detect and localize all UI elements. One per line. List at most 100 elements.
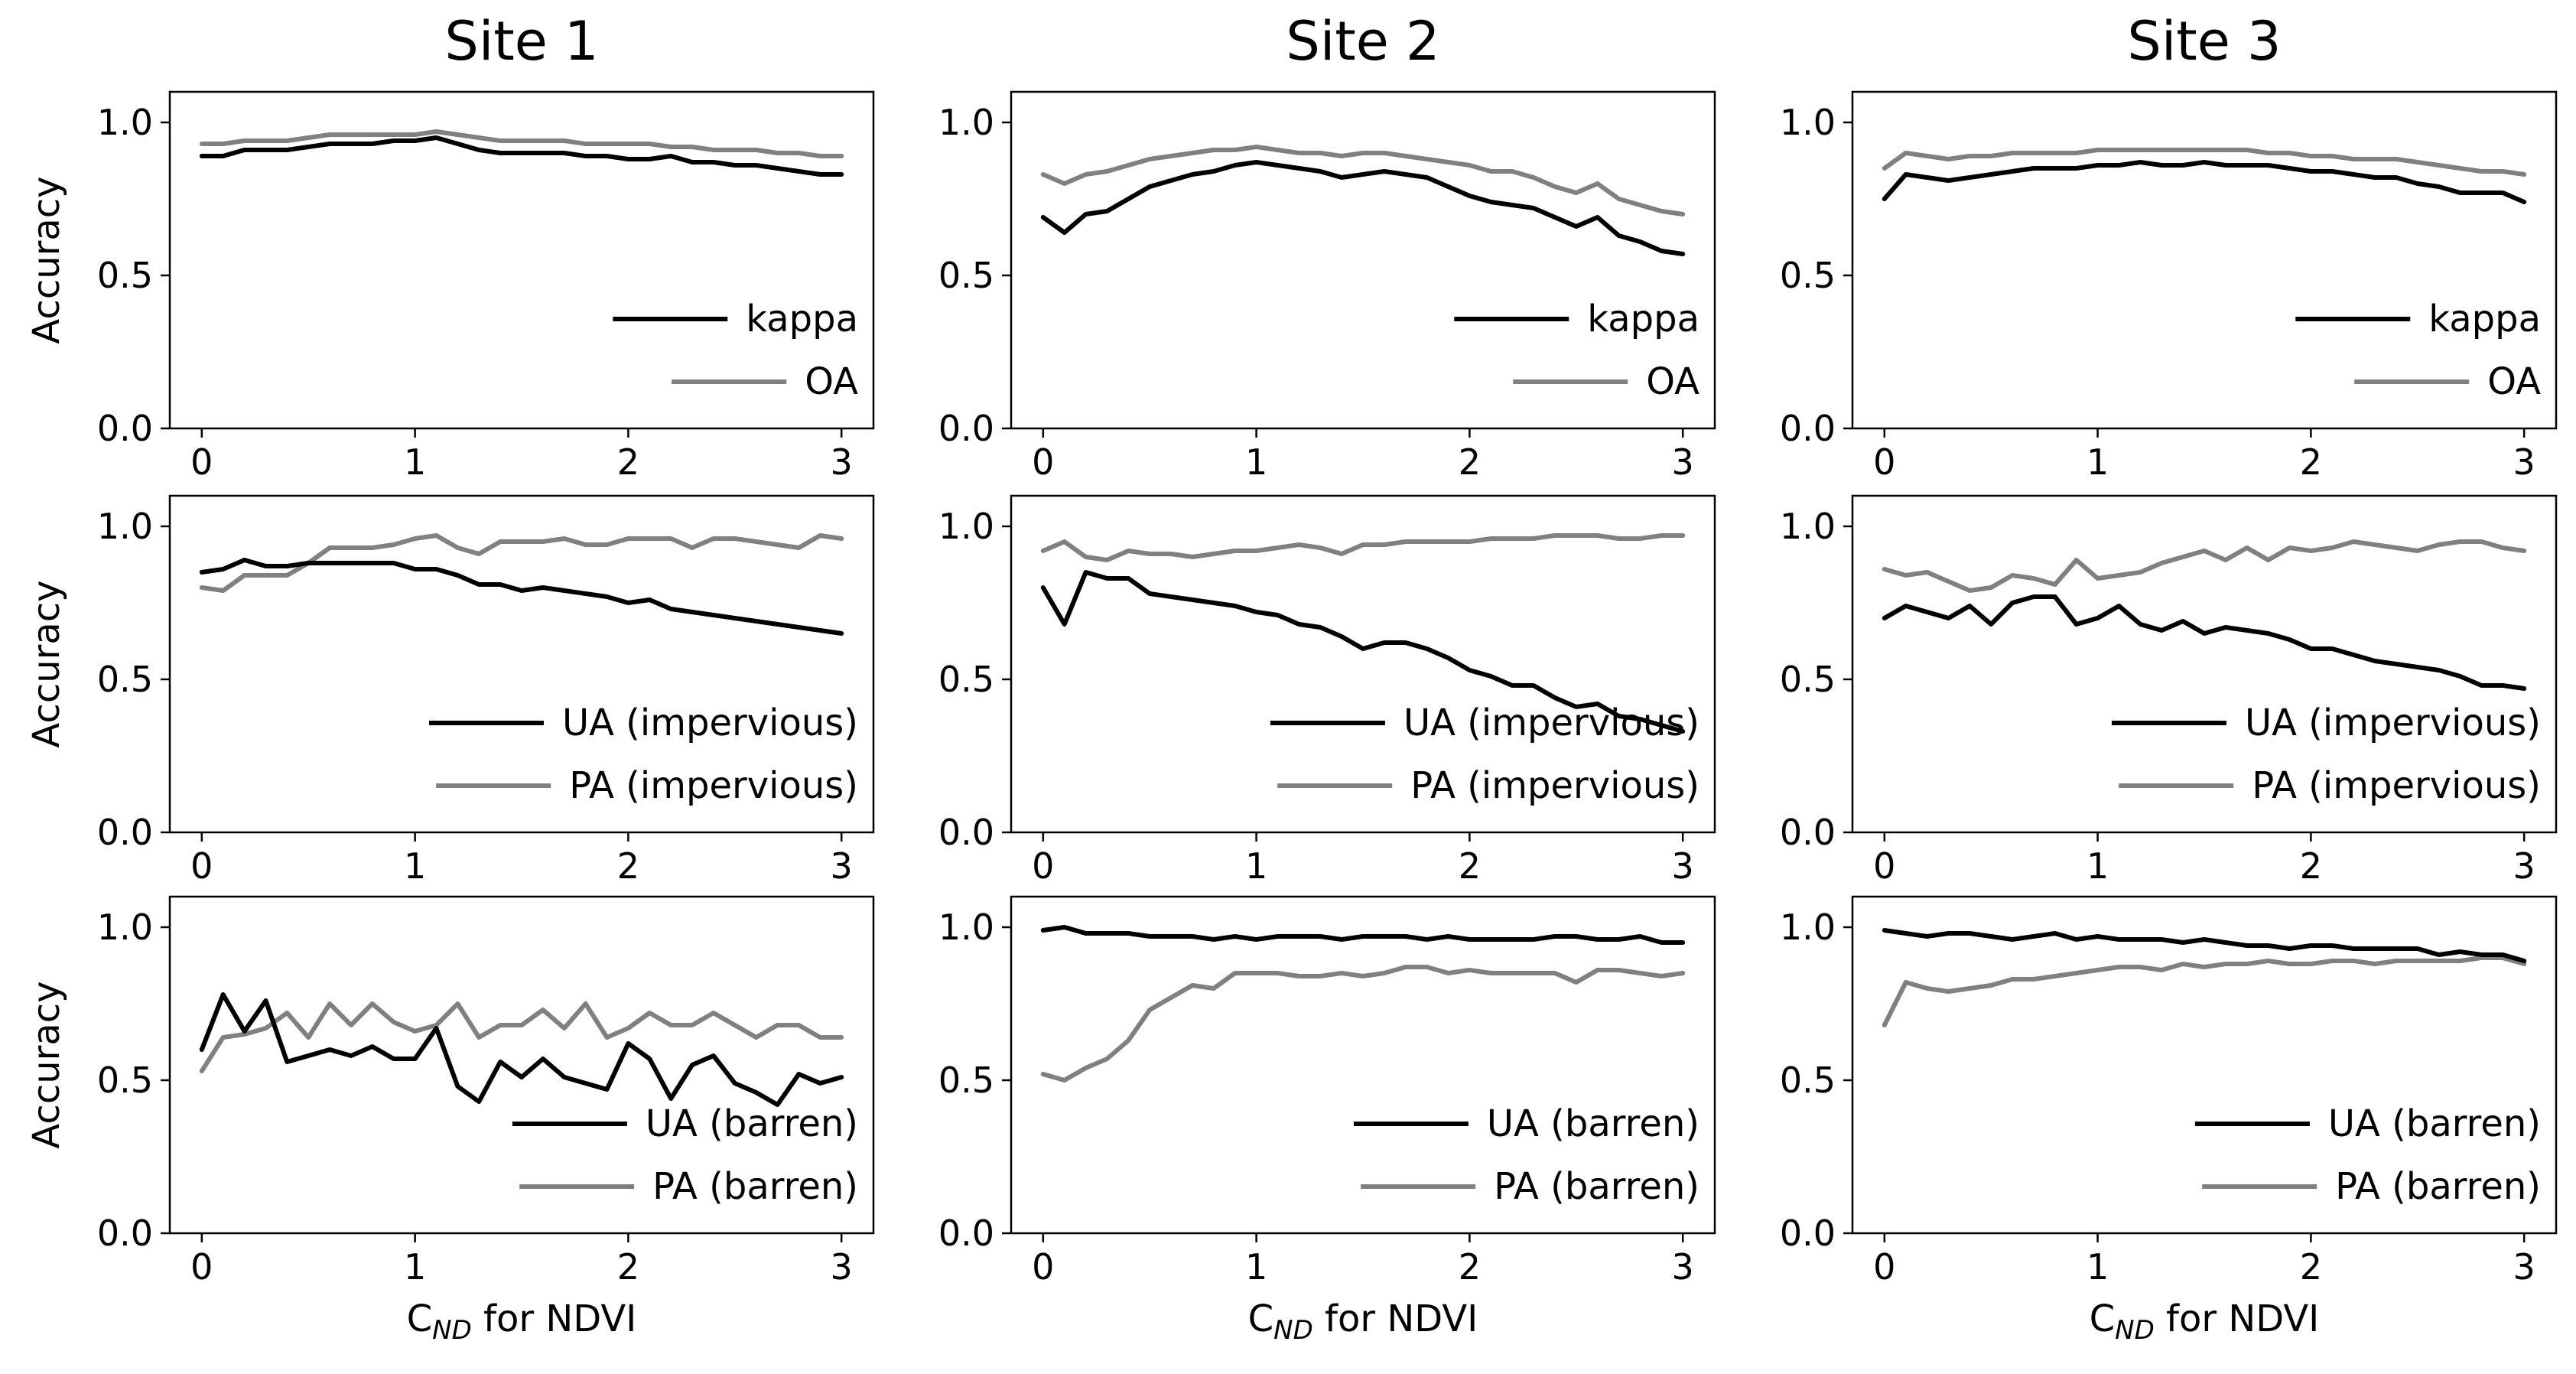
x-tick-label-r2c0-2: 2 (617, 1246, 639, 1288)
y-tick-label-r0c1-0: 0.0 (938, 408, 994, 449)
y-tick-label-r1c2-0: 0.0 (1780, 812, 1836, 853)
panel-r1c0: 0 1 2 3 0.0 0.5 1.0 Accuracy UA (impervious) PA (… (25, 494, 875, 887)
x-tick-label-r0c2-3: 3 (2513, 441, 2535, 483)
x-tick-label-r2c2-3: 3 (2513, 1246, 2535, 1288)
y-tick-label-r2c1-0: 0.0 (938, 1213, 994, 1254)
panel-frame-r0c2 (1851, 90, 2558, 430)
x-tick-label-r1c2-1: 1 (2086, 845, 2109, 887)
series-line-r2c2-pa-barren (1882, 956, 2527, 1027)
legend-label-r2c0-pa-barren: PA (barren) (652, 1165, 858, 1208)
legend-label-r1c0-pa-impervious: PA (impervious) (569, 764, 858, 807)
series-line-r1c2-ua-impervious (1882, 594, 2527, 691)
y-tick-label-r0c2-2: 1.0 (1780, 102, 1836, 143)
y-tick-label-r0c0-1: 0.5 (97, 255, 153, 296)
x-tick-label-r1c1-2: 2 (1459, 845, 1481, 887)
panel-frame-r2c1 (1010, 895, 1716, 1235)
series-line-r0c2-kappa (1882, 160, 2527, 204)
panel-frame-r1c2 (1851, 494, 2558, 834)
series-line-r2c0-ua-barren (199, 992, 844, 1107)
panel-frame-r1c0 (168, 494, 875, 834)
x-tick-label-r2c1-2: 2 (1459, 1246, 1481, 1288)
x-tick-label-r0c1-0: 0 (1032, 441, 1054, 483)
series-line-r0c1-oa (1040, 145, 1686, 217)
legend-label-r2c1-pa-barren: PA (barren) (1494, 1165, 1699, 1208)
x-tick-label-r1c1-0: 0 (1032, 845, 1054, 887)
legend-label-r0c0-kappa: kappa (746, 298, 858, 340)
y-tick-label-r1c2-2: 1.0 (1780, 506, 1836, 547)
series-line-r1c1-ua-impervious (1040, 570, 1686, 734)
x-tick-label-r1c0-1: 1 (404, 845, 426, 887)
x-tick-label-r1c0-3: 3 (831, 845, 853, 887)
column-title-site-2: Site 2 (1286, 10, 1439, 73)
series-line-r2c0-pa-barren (199, 1001, 844, 1073)
legend-label-r2c0-ua-barren: UA (barren) (646, 1102, 858, 1145)
y-tick-label-r2c2-1: 0.5 (1780, 1060, 1836, 1101)
series-line-r1c1-pa-impervious (1040, 533, 1686, 562)
panel-frame-r0c1 (1010, 90, 1716, 430)
legend-label-r2c1-ua-barren: UA (barren) (1487, 1102, 1699, 1145)
y-tick-label-r2c2-0: 0.0 (1780, 1213, 1836, 1254)
y-tick-label-r1c2-1: 0.5 (1780, 659, 1836, 700)
y-tick-label-r2c0-1: 0.5 (97, 1060, 153, 1101)
y-tick-label-r1c1-0: 0.0 (938, 812, 994, 853)
panel-frame-r0c0 (168, 90, 875, 430)
y-tick-label-r0c1-1: 0.5 (938, 255, 994, 296)
x-tick-label-r0c2-2: 2 (2300, 441, 2322, 483)
legend-label-r2c2-ua-barren: UA (barren) (2328, 1102, 2541, 1145)
legend-label-r1c1-ua-impervious: UA (impervious) (1403, 702, 1699, 744)
panel-r0c1: 0 1 2 3 0.0 0.5 1.0 kappa OA (938, 90, 1716, 483)
x-tick-label-r0c2-1: 1 (2086, 441, 2109, 483)
x-tick-label-r1c2-0: 0 (1873, 845, 1895, 887)
column-title-site-1: Site 1 (444, 10, 598, 73)
x-tick-label-r1c1-3: 3 (1672, 845, 1694, 887)
y-tick-label-r2c1-1: 0.5 (938, 1060, 994, 1101)
x-axis-label-r2c2: CND for NDVI (2090, 1297, 2320, 1346)
y-tick-label-r1c1-1: 0.5 (938, 659, 994, 700)
x-axis-label-r2c0: CND for NDVI (407, 1297, 637, 1346)
y-tick-label-r2c0-0: 0.0 (97, 1213, 153, 1254)
x-tick-label-r0c1-1: 1 (1245, 441, 1267, 483)
legend-label-r2c2-pa-barren: PA (barren) (2335, 1165, 2541, 1208)
legend-label-r0c1-oa: OA (1646, 360, 1699, 403)
panel-r0c2: 0 1 2 3 0.0 0.5 1.0 kappa OA (1780, 90, 2558, 483)
x-tick-label-r0c2-0: 0 (1873, 441, 1895, 483)
y-tick-label-r1c0-1: 0.5 (97, 659, 153, 700)
y-tick-label-r1c1-2: 1.0 (938, 506, 994, 547)
x-tick-label-r2c0-0: 0 (190, 1246, 213, 1288)
x-tick-label-r0c0-0: 0 (190, 441, 213, 483)
y-axis-label-r1c0: Accuracy (25, 580, 68, 747)
y-tick-label-r2c1-2: 1.0 (938, 907, 994, 948)
x-tick-label-r1c2-3: 3 (2513, 845, 2535, 887)
series-line-r0c1-kappa (1040, 160, 1686, 256)
legend-label-r0c2-kappa: kappa (2428, 298, 2541, 340)
x-tick-label-r0c0-1: 1 (404, 441, 426, 483)
series-line-r2c1-pa-barren (1040, 965, 1686, 1083)
series-line-r0c2-oa (1882, 148, 2527, 177)
series-line-r1c2-pa-impervious (1882, 539, 2527, 593)
series-line-r0c0-oa (199, 129, 844, 158)
panels: 0 1 2 3 0.0 0.5 1.0 Accuracy kappa OA 0 1 2 3 0.0 0.5 1.… (25, 90, 2558, 1346)
x-tick-label-r2c0-3: 3 (831, 1246, 853, 1288)
y-tick-label-r2c0-2: 1.0 (97, 907, 153, 948)
x-tick-label-r0c1-2: 2 (1459, 441, 1481, 483)
legend-label-r1c0-ua-impervious: UA (impervious) (562, 702, 858, 744)
panel-r2c0: 0 1 2 3 0.0 0.5 1.0 Accuracy CND for NDVI UA (bar… (25, 895, 875, 1346)
x-tick-label-r2c1-1: 1 (1245, 1246, 1267, 1288)
x-tick-label-r2c1-3: 3 (1672, 1246, 1694, 1288)
panel-frame-r2c0 (168, 895, 875, 1235)
y-tick-label-r0c2-1: 0.5 (1780, 255, 1836, 296)
column-title-site-3: Site 3 (2127, 10, 2281, 73)
panel-r2c1: 0 1 2 3 0.0 0.5 1.0 CND for NDVI UA (barren) PA (… (938, 895, 1716, 1346)
panel-r0c0: 0 1 2 3 0.0 0.5 1.0 Accuracy kappa OA (25, 90, 875, 483)
legend-label-r0c0-oa: OA (805, 360, 858, 403)
series-line-r2c2-ua-barren (1882, 928, 2527, 963)
y-axis-label-r2c0: Accuracy (25, 981, 68, 1148)
series-line-r2c1-ua-barren (1040, 925, 1686, 945)
y-tick-label-r1c0-0: 0.0 (97, 812, 153, 853)
x-tick-label-r1c0-0: 0 (190, 845, 213, 887)
x-tick-label-r2c1-0: 0 (1032, 1246, 1054, 1288)
x-tick-label-r0c0-2: 2 (617, 441, 639, 483)
x-tick-label-r2c2-0: 0 (1873, 1246, 1895, 1288)
panel-r2c2: 0 1 2 3 0.0 0.5 1.0 CND for NDVI UA (barren) PA (… (1780, 895, 2558, 1346)
